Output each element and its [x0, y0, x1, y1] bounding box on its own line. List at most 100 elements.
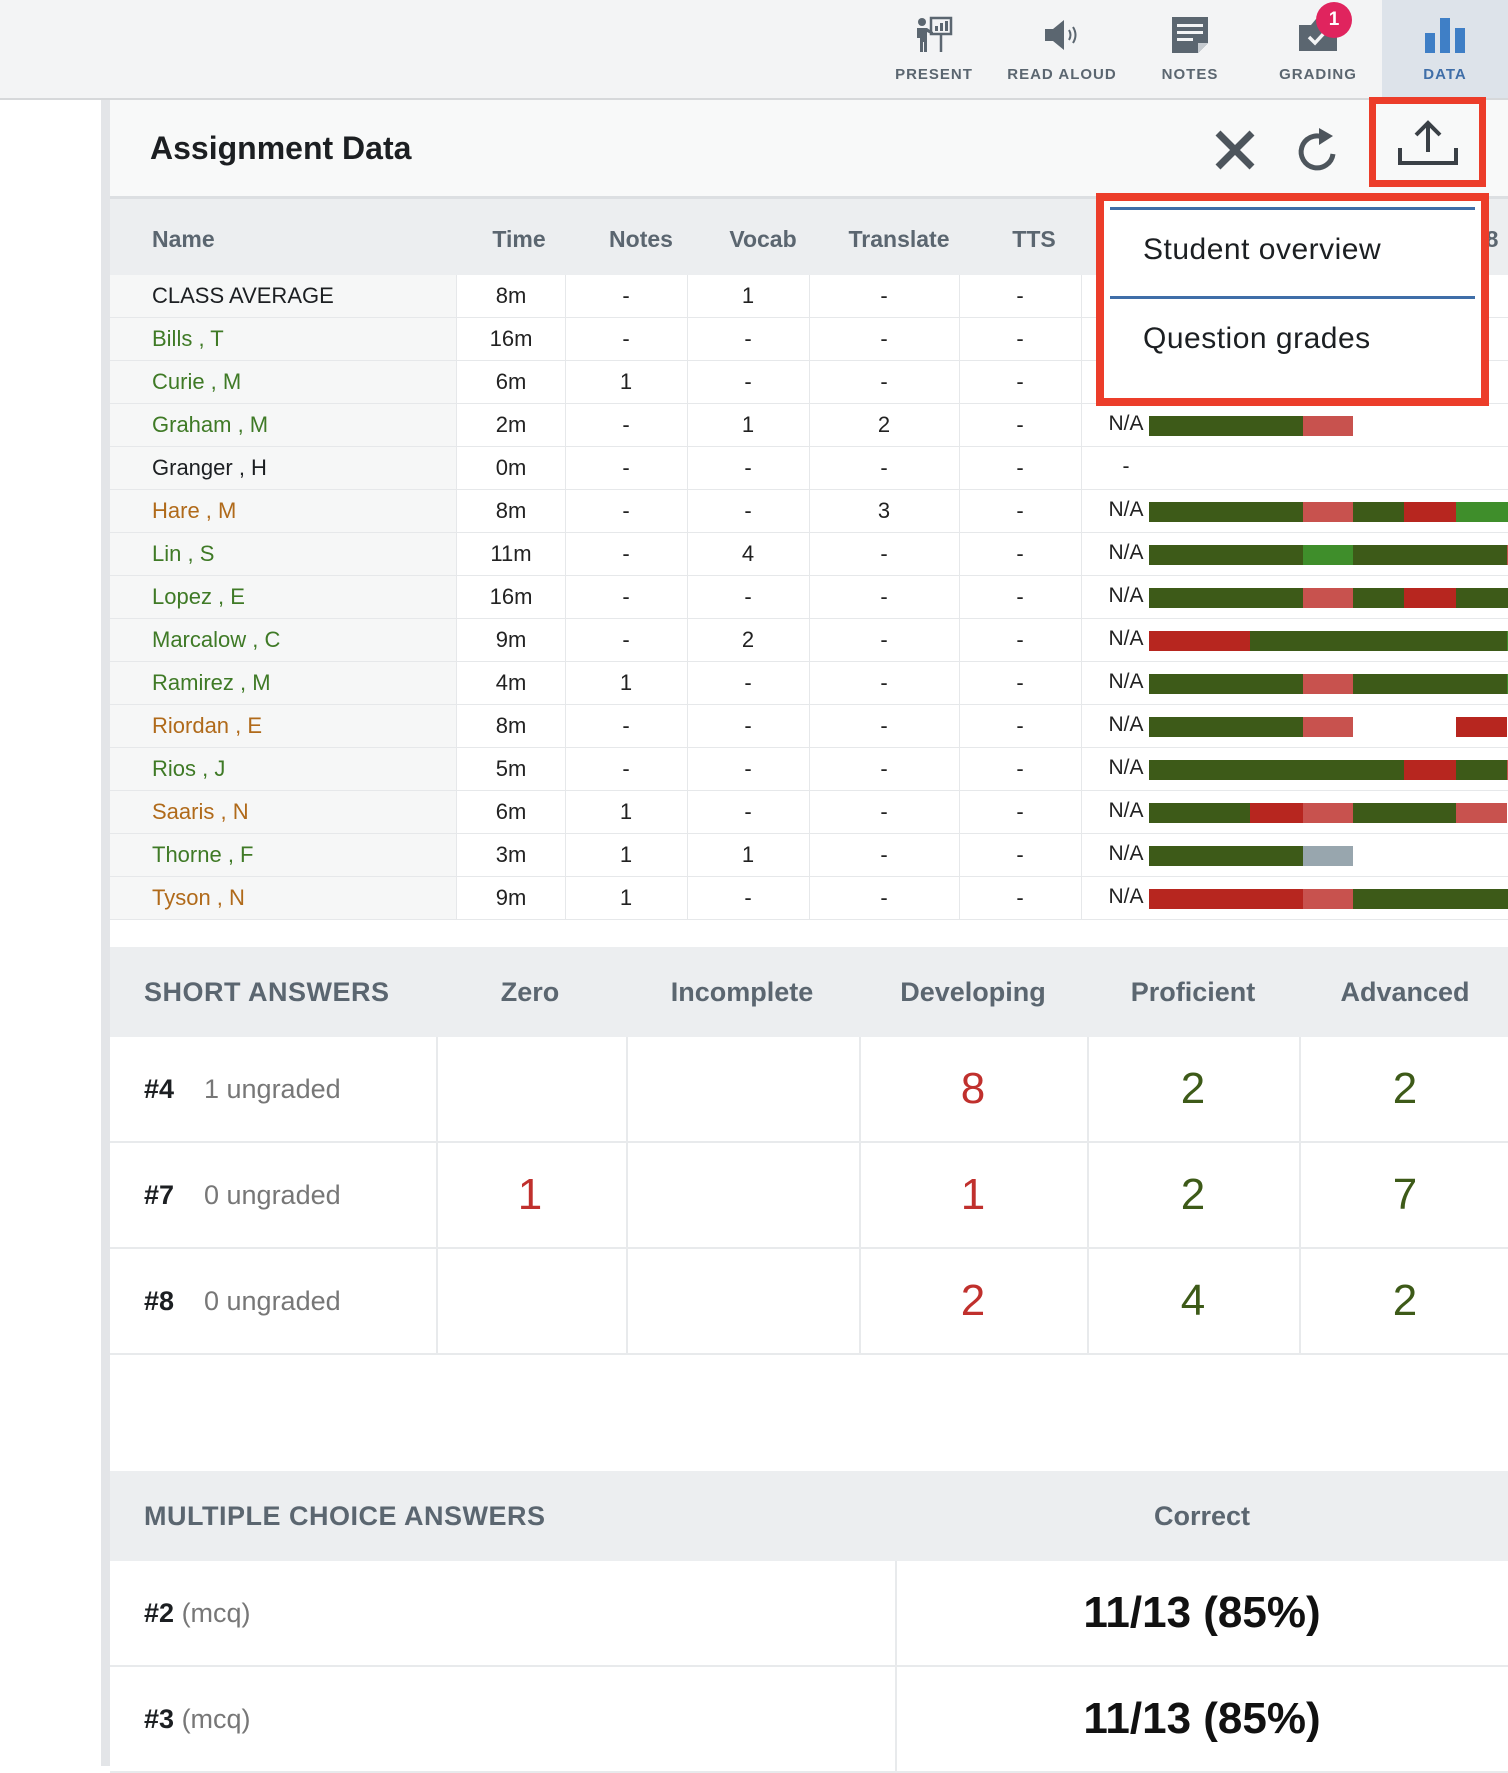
- table-row[interactable]: Saaris , N 6m 1- - - N/A: [110, 791, 1508, 834]
- data-button[interactable]: DATA: [1382, 0, 1508, 98]
- progress-segment[interactable]: [1250, 588, 1303, 608]
- progress-segment[interactable]: [1456, 545, 1507, 565]
- grade-count[interactable]: 1: [960, 1170, 986, 1219]
- progress-segment[interactable]: [1303, 416, 1353, 436]
- progress-segment[interactable]: [1456, 889, 1507, 909]
- col-tts[interactable]: TTS: [1012, 226, 1056, 252]
- table-row[interactable]: Lopez , E 16m - - - - N/A: [110, 576, 1508, 619]
- student-name[interactable]: Tyson , N: [110, 877, 457, 919]
- read-aloud-button[interactable]: READ ALOUD: [998, 0, 1126, 98]
- progress-segment[interactable]: [1250, 846, 1303, 866]
- progress-segment[interactable]: [1456, 717, 1507, 737]
- grade-count[interactable]: 2: [960, 1276, 986, 1325]
- col-vocab[interactable]: Vocab: [729, 226, 797, 252]
- student-name[interactable]: Saaris , N: [110, 791, 457, 833]
- progress-segment[interactable]: [1353, 803, 1404, 823]
- progress-segment[interactable]: [1250, 803, 1303, 823]
- progress-segment[interactable]: [1149, 416, 1250, 436]
- student-name[interactable]: Lin , S: [110, 533, 457, 575]
- progress-segment[interactable]: [1303, 803, 1353, 823]
- progress-segment[interactable]: [1250, 674, 1303, 694]
- progress-segment[interactable]: [1353, 631, 1404, 651]
- menu-item-student-overview[interactable]: Student overview: [1143, 233, 1382, 266]
- col-notes[interactable]: Notes: [609, 226, 673, 252]
- progress-segment[interactable]: [1353, 760, 1404, 780]
- progress-segment[interactable]: [1250, 889, 1303, 909]
- menu-item-question-grades[interactable]: Question grades: [1143, 322, 1371, 355]
- grade-count[interactable]: 2: [1392, 1276, 1418, 1325]
- student-name[interactable]: Marcalow , C: [110, 619, 457, 661]
- progress-segment[interactable]: [1404, 502, 1456, 522]
- table-row[interactable]: CLASS AVERAGE 8m -1- -: [110, 275, 1508, 318]
- progress-segment[interactable]: [1303, 631, 1353, 651]
- table-row[interactable]: Bills , T 16m - - - -: [110, 318, 1508, 361]
- progress-segment[interactable]: [1456, 760, 1507, 780]
- progress-segment[interactable]: [1303, 889, 1353, 909]
- progress-segment[interactable]: [1303, 588, 1353, 608]
- student-name[interactable]: Thorne , F: [110, 834, 457, 876]
- progress-segment[interactable]: [1353, 545, 1404, 565]
- grade-count[interactable]: 4: [1180, 1276, 1206, 1325]
- progress-segment[interactable]: [1250, 631, 1303, 651]
- table-row[interactable]: #7 0 ungraded 1 1 2 7: [110, 1143, 1508, 1249]
- student-name[interactable]: Graham , M: [110, 404, 457, 446]
- close-button[interactable]: [1205, 120, 1265, 180]
- progress-segment[interactable]: [1404, 545, 1456, 565]
- grade-count[interactable]: 2: [1180, 1170, 1206, 1219]
- student-name[interactable]: Bills , T: [110, 318, 457, 360]
- table-row[interactable]: Rios , J 5m - - - - N/A: [110, 748, 1508, 791]
- progress-segment[interactable]: [1149, 545, 1250, 565]
- progress-segment[interactable]: [1303, 545, 1353, 565]
- table-row[interactable]: Ramirez , M 4m 1- - - N/A: [110, 662, 1508, 705]
- progress-segment[interactable]: [1404, 588, 1456, 608]
- table-row[interactable]: Lin , S 11m -4- - N/A: [110, 533, 1508, 576]
- col-translate[interactable]: Translate: [848, 226, 950, 252]
- table-row[interactable]: #4 1 ungraded 8 2 2: [110, 1037, 1508, 1143]
- progress-segment[interactable]: [1404, 889, 1456, 909]
- grading-button[interactable]: 1 GRADING: [1254, 0, 1382, 98]
- table-row[interactable]: Curie , M 6m 1- - -: [110, 361, 1508, 404]
- progress-segment[interactable]: [1149, 889, 1250, 909]
- progress-segment[interactable]: [1303, 674, 1353, 694]
- progress-segment[interactable]: [1353, 674, 1404, 694]
- progress-segment[interactable]: [1149, 502, 1250, 522]
- progress-segment[interactable]: [1149, 631, 1250, 651]
- progress-segment[interactable]: [1456, 502, 1507, 522]
- progress-segment[interactable]: [1353, 717, 1404, 737]
- progress-segment[interactable]: [1303, 502, 1353, 522]
- progress-segment[interactable]: [1149, 803, 1250, 823]
- table-row[interactable]: Hare , M 8m - -3- N/A: [110, 490, 1508, 533]
- notes-button[interactable]: NOTES: [1126, 0, 1254, 98]
- progress-segment[interactable]: [1353, 588, 1404, 608]
- progress-segment[interactable]: [1149, 846, 1250, 866]
- progress-segment[interactable]: [1404, 631, 1456, 651]
- refresh-button[interactable]: [1288, 120, 1348, 180]
- progress-segment[interactable]: [1250, 717, 1303, 737]
- student-name[interactable]: Rios , J: [110, 748, 457, 790]
- progress-segment[interactable]: [1456, 803, 1507, 823]
- table-row[interactable]: Marcalow , C 9m -2- - N/A: [110, 619, 1508, 662]
- progress-segment[interactable]: [1149, 674, 1250, 694]
- col-name[interactable]: Name: [152, 226, 215, 252]
- table-row[interactable]: Graham , M 2m -1 2- N/A: [110, 404, 1508, 447]
- table-row[interactable]: #3 (mcq) 11/13 (85%): [110, 1667, 1508, 1773]
- progress-segment[interactable]: [1404, 674, 1456, 694]
- export-button[interactable]: [1369, 97, 1486, 187]
- progress-segment[interactable]: [1456, 631, 1507, 651]
- grade-count[interactable]: 1: [517, 1170, 543, 1219]
- col-time[interactable]: Time: [492, 226, 546, 252]
- table-row[interactable]: Tyson , N 9m 1- - - N/A: [110, 877, 1508, 920]
- progress-segment[interactable]: [1149, 717, 1250, 737]
- progress-segment[interactable]: [1303, 846, 1353, 866]
- present-button[interactable]: PRESENT: [870, 0, 998, 98]
- progress-segment[interactable]: [1404, 760, 1456, 780]
- progress-segment[interactable]: [1250, 416, 1303, 436]
- progress-segment[interactable]: [1250, 760, 1303, 780]
- progress-segment[interactable]: [1353, 502, 1404, 522]
- grade-count[interactable]: 2: [1180, 1064, 1206, 1113]
- progress-segment[interactable]: [1149, 760, 1250, 780]
- progress-segment[interactable]: [1404, 803, 1456, 823]
- table-row[interactable]: Granger , H 0m - - - - -: [110, 447, 1508, 490]
- table-row[interactable]: #8 0 ungraded 2 4 2: [110, 1249, 1508, 1355]
- grade-count[interactable]: 8: [960, 1064, 986, 1113]
